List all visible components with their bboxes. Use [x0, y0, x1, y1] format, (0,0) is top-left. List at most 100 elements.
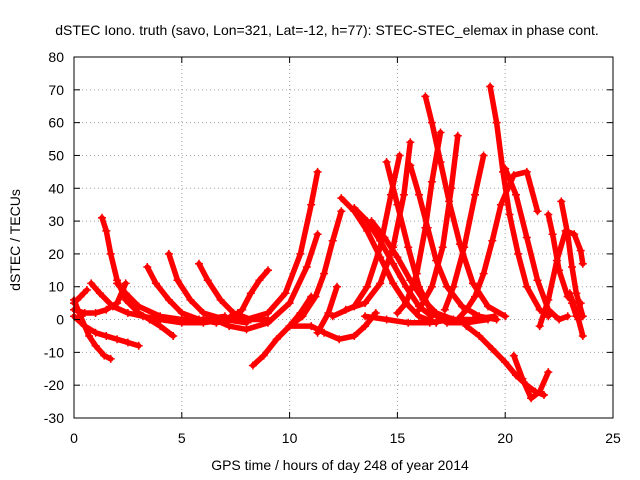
data-point-marker [382, 315, 391, 324]
data-point-marker [102, 332, 111, 340]
x-tick-label: 20 [497, 430, 513, 446]
data-point-marker [156, 312, 165, 321]
x-tick-label: 10 [282, 430, 298, 446]
x-tick-label: 25 [605, 430, 621, 446]
data-point-marker [527, 394, 536, 403]
series-track-29 [453, 167, 542, 324]
data-point-marker [572, 312, 581, 321]
data-point-marker [540, 391, 548, 399]
data-point-marker [324, 309, 333, 317]
data-point-marker [121, 279, 130, 288]
data-point-marker [438, 243, 447, 252]
series-track-34 [501, 164, 572, 324]
data-point-marker [102, 305, 111, 314]
data-point-marker [402, 299, 410, 308]
data-point-marker [555, 315, 564, 324]
series-track-31 [440, 151, 488, 314]
data-point-marker [393, 309, 402, 317]
data-point-marker [544, 210, 553, 219]
series-track-22 [341, 138, 415, 314]
data-point-marker [393, 200, 402, 209]
data-point-marker [427, 118, 436, 127]
data-point-marker [496, 200, 505, 209]
data-point-marker [389, 259, 398, 268]
data-point-marker [143, 263, 152, 271]
data-point-marker [399, 190, 408, 199]
data-point-marker [238, 305, 247, 314]
y-tick-label: 60 [48, 115, 64, 131]
data-point-marker [460, 243, 469, 252]
data-point-marker [393, 253, 402, 262]
data-point-marker [578, 259, 587, 268]
data-point-marker [285, 322, 294, 331]
data-point-marker [395, 151, 404, 160]
data-point-marker [341, 305, 350, 314]
data-point-marker [563, 230, 572, 239]
data-point-marker [337, 207, 346, 216]
data-point-marker [447, 184, 456, 193]
data-point-marker [535, 322, 544, 331]
data-point-marker [177, 315, 186, 324]
data-point-marker [492, 118, 501, 127]
data-point-marker [421, 223, 430, 232]
data-point-marker [404, 318, 413, 327]
series-track-16 [285, 309, 380, 344]
data-point-marker [568, 263, 576, 271]
data-point-marker [376, 279, 385, 288]
data-point-marker [492, 315, 501, 324]
data-point-marker [376, 243, 385, 252]
series-track-28 [415, 131, 462, 314]
data-point-marker [565, 289, 574, 298]
data-point-marker [453, 315, 462, 324]
data-point-marker [186, 295, 195, 304]
data-point-marker [164, 295, 173, 304]
y-tick-label: 0 [56, 312, 64, 328]
data-point-marker [518, 374, 527, 383]
data-point-marker [134, 341, 143, 350]
series-line [407, 162, 500, 323]
data-point-marker [320, 269, 329, 278]
series-line [463, 323, 547, 398]
data-point-marker [475, 312, 484, 321]
data-point-marker [471, 190, 479, 199]
data-point-marker [285, 299, 294, 308]
data-point-marker [134, 302, 143, 311]
data-point-marker [264, 266, 272, 275]
data-point-marker [552, 256, 561, 265]
data-point-marker [361, 299, 370, 308]
y-tick-label: -20 [44, 377, 64, 393]
data-point-marker [479, 151, 488, 160]
y-tick-label: 30 [48, 213, 64, 229]
series-track-27 [393, 128, 445, 317]
x-axis-label: GPS time / hours of day 248 of year 2014 [211, 457, 469, 473]
data-point-marker [512, 190, 520, 199]
data-point-marker [264, 309, 272, 317]
data-point-marker [164, 249, 173, 258]
data-point-marker [203, 276, 212, 285]
series-track-12 [210, 230, 322, 334]
data-point-marker [367, 217, 376, 226]
data-point-marker [98, 213, 106, 222]
series-line [487, 83, 552, 320]
series-line [342, 139, 414, 313]
data-point-marker [406, 161, 415, 170]
data-point-marker [95, 289, 104, 298]
data-point-marker [313, 230, 322, 239]
data-point-marker [363, 226, 372, 235]
plot-area-frame [73, 56, 614, 419]
data-point-marker [475, 332, 484, 340]
series-track-17 [313, 282, 341, 337]
series-line [286, 208, 345, 329]
data-point-marker [311, 292, 320, 301]
y-tick-label: 10 [48, 279, 64, 295]
data-point-marker [501, 312, 510, 321]
data-point-marker [533, 207, 542, 216]
data-point-marker [108, 302, 117, 311]
data-point-marker [544, 368, 553, 377]
data-point-marker [415, 282, 423, 291]
data-point-marker [427, 309, 436, 317]
data-point-marker [113, 279, 122, 288]
data-point-marker [91, 309, 100, 317]
data-point-marker [106, 249, 115, 258]
